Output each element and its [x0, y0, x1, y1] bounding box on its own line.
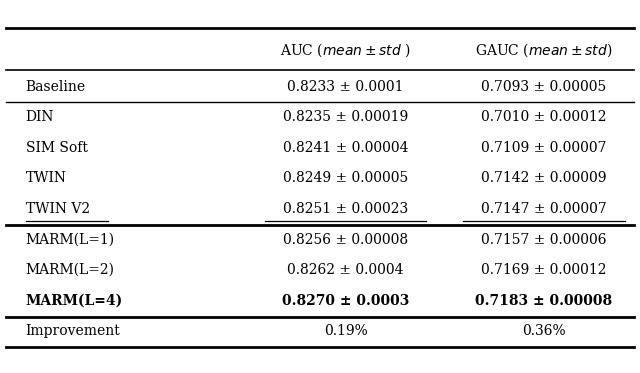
- Text: 0.8241 ± 0.00004: 0.8241 ± 0.00004: [283, 141, 408, 155]
- Text: 0.7142 ± 0.00009: 0.7142 ± 0.00009: [481, 171, 607, 185]
- Text: MARM(L=1): MARM(L=1): [26, 232, 115, 247]
- Text: 0.7183 ± 0.00008: 0.7183 ± 0.00008: [476, 294, 612, 308]
- Text: Improvement: Improvement: [26, 324, 120, 338]
- Text: 0.7109 ± 0.00007: 0.7109 ± 0.00007: [481, 141, 607, 155]
- Text: TWIN: TWIN: [26, 171, 67, 185]
- Text: 0.8270 ± 0.0003: 0.8270 ± 0.0003: [282, 294, 410, 308]
- Text: 0.8256 ± 0.00008: 0.8256 ± 0.00008: [283, 232, 408, 247]
- Text: 0.7157 ± 0.00006: 0.7157 ± 0.00006: [481, 232, 607, 247]
- Text: DIN: DIN: [26, 110, 54, 124]
- Text: AUC ($\mathit{mean} \pm \mathit{std}$ ): AUC ($\mathit{mean} \pm \mathit{std}$ ): [280, 41, 411, 59]
- Text: 0.7010 ± 0.00012: 0.7010 ± 0.00012: [481, 110, 607, 124]
- Text: 0.7169 ± 0.00012: 0.7169 ± 0.00012: [481, 263, 607, 277]
- Text: 0.19%: 0.19%: [324, 324, 367, 338]
- Text: 0.36%: 0.36%: [522, 324, 566, 338]
- Text: 0.7093 ± 0.00005: 0.7093 ± 0.00005: [481, 79, 607, 94]
- Text: 0.8235 ± 0.00019: 0.8235 ± 0.00019: [283, 110, 408, 124]
- Text: 0.7147 ± 0.00007: 0.7147 ± 0.00007: [481, 202, 607, 216]
- Text: 0.8262 ± 0.0004: 0.8262 ± 0.0004: [287, 263, 404, 277]
- Text: 0.8251 ± 0.00023: 0.8251 ± 0.00023: [283, 202, 408, 216]
- Text: SIM Soft: SIM Soft: [26, 141, 88, 155]
- Text: 0.8249 ± 0.00005: 0.8249 ± 0.00005: [283, 171, 408, 185]
- Text: MARM(L=2): MARM(L=2): [26, 263, 115, 277]
- Text: 0.8233 ± 0.0001: 0.8233 ± 0.0001: [287, 79, 404, 94]
- Text: Baseline: Baseline: [26, 79, 86, 94]
- Text: GAUC ($\mathit{mean} \pm \mathit{std}$): GAUC ($\mathit{mean} \pm \mathit{std}$): [476, 41, 612, 59]
- Text: TWIN V2: TWIN V2: [26, 202, 90, 216]
- Text: MARM(L=4): MARM(L=4): [26, 294, 123, 308]
